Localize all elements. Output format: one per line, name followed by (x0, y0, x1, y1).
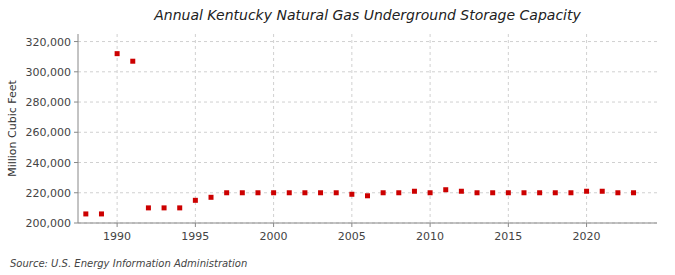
point (83, 211, 88, 216)
point (428, 190, 433, 195)
point (521, 190, 526, 195)
point (631, 190, 636, 195)
point (287, 190, 292, 195)
x-tick-label: 1990 (103, 230, 131, 243)
point (615, 190, 620, 195)
x-tick-label: 2015 (494, 230, 522, 243)
y-tick (74, 41, 78, 42)
point (475, 190, 480, 195)
y-grid-line (78, 162, 657, 163)
y-grid-line (78, 102, 657, 103)
title: Annual Kentucky Natural Gas Underground … (153, 7, 581, 23)
x-tick (586, 223, 587, 227)
x-tick (351, 223, 352, 227)
y-tick (74, 192, 78, 193)
point (318, 190, 323, 195)
point (99, 211, 104, 216)
point (365, 193, 370, 198)
y-tick-label: 260,000 (26, 126, 72, 139)
y-grid-line (78, 71, 657, 72)
point (193, 198, 198, 203)
point (349, 192, 354, 197)
x-tick (195, 223, 196, 227)
x-tick (508, 223, 509, 227)
point (381, 190, 386, 195)
point (396, 190, 401, 195)
y-tick-label: 320,000 (26, 36, 72, 49)
x-tick (273, 223, 274, 227)
points (83, 51, 636, 216)
x-tick-label: 2020 (573, 230, 601, 243)
chart: 200,000 220,000 240,000 260,000 280,000 300,0… (0, 0, 675, 275)
point (302, 190, 307, 195)
y-tick-label: 300,000 (26, 66, 72, 79)
y-grid-line (78, 132, 657, 133)
point (584, 189, 589, 194)
y-grid-line (78, 41, 657, 42)
point (255, 190, 260, 195)
grid (78, 34, 657, 223)
point (271, 190, 276, 195)
axes: 200,000 220,000 240,000 260,000 280,000 300,0… (26, 34, 658, 243)
point (553, 190, 558, 195)
y-tick (74, 102, 78, 103)
point (146, 205, 151, 210)
x-tick-label: 2000 (260, 230, 288, 243)
x-grid-line (586, 34, 587, 223)
x-tick (117, 223, 118, 227)
point (506, 190, 511, 195)
source: Source: U.S. Energy Information Administ… (10, 258, 247, 269)
point (162, 205, 167, 210)
x-tick-label: 1995 (181, 230, 209, 243)
x-grid-line (195, 34, 196, 223)
x-tick (430, 223, 431, 227)
y-tick (74, 71, 78, 72)
y-grid-line (78, 223, 657, 224)
y-tick-label: 200,000 (26, 217, 72, 230)
point (240, 190, 245, 195)
y-tick-label: 280,000 (26, 96, 72, 109)
y-tick (74, 162, 78, 163)
point (600, 189, 605, 194)
y-tick (74, 223, 78, 224)
point (224, 190, 229, 195)
point (209, 195, 214, 200)
y-tick-label: 240,000 (26, 157, 72, 170)
y-tick-label: 220,000 (26, 187, 72, 200)
point (334, 190, 339, 195)
point (412, 189, 417, 194)
point (177, 205, 182, 210)
x-tick-label: 2005 (338, 230, 366, 243)
x-axis-line (78, 223, 657, 224)
point (130, 59, 135, 64)
point (568, 190, 573, 195)
point (443, 187, 448, 192)
point (537, 190, 542, 195)
y-axis-line (78, 34, 79, 223)
point (115, 51, 120, 56)
y-axis-label: Million Cubic Feet (6, 79, 19, 176)
x-grid-line (117, 34, 118, 223)
y-tick (74, 132, 78, 133)
point (490, 190, 495, 195)
x-tick-label: 2010 (416, 230, 444, 243)
point (459, 189, 464, 194)
